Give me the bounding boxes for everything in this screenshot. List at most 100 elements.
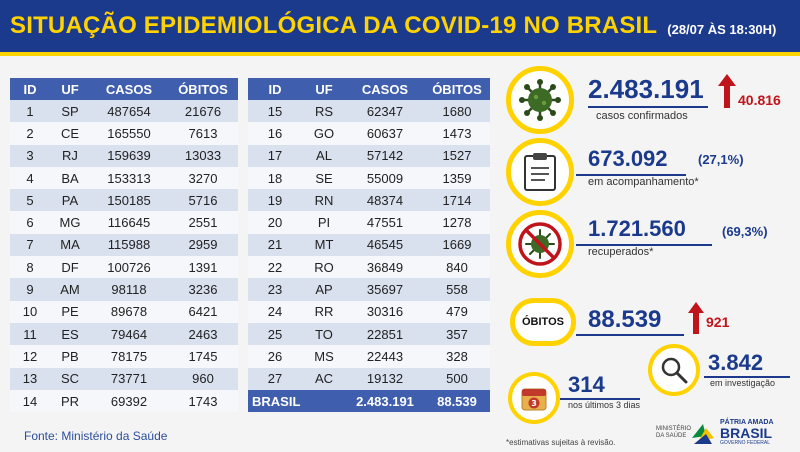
cell-id: 26 [248,345,302,368]
deaths-value: 88.539 [588,306,662,333]
cell-casos: 73771 [90,367,168,390]
cell-casos: 30316 [346,300,424,323]
cell-id: 27 [248,367,302,390]
virus-circle [506,66,574,134]
cell-casos: 19132 [346,367,424,390]
cell-casos: 116645 [90,211,168,234]
cell-casos: 36849 [346,256,424,279]
cell-id: 8 [10,256,50,279]
cell-uf: GO [302,122,346,145]
cell-uf: RO [302,256,346,279]
cell-id: 11 [10,322,50,346]
cell-uf: MS [302,345,346,368]
cell-id: 1 [10,100,50,123]
cell-casos: 79464 [90,322,168,346]
cell-obitos: 500 [424,367,490,390]
monitoring-pct: (27,1%) [698,152,744,167]
cell-uf: AC [302,367,346,390]
cell-id: 16 [248,122,302,145]
calendar-circle: 3 [508,372,560,424]
cell-obitos: 5716 [168,189,238,212]
table-row: 7 MA 115988 2959 [10,233,238,257]
increase-arrow-icon [718,74,736,108]
col-obitos: ÓBITOS [424,78,490,100]
cell-id: 15 [248,100,302,123]
recovered-label: recuperados* [588,246,654,258]
cell-casos: 150185 [90,189,168,212]
cell-casos: 487654 [90,100,168,123]
cell-id: 20 [248,211,302,234]
cell-obitos: 21676 [168,100,238,123]
cell-casos: 89678 [90,300,168,323]
deaths-underline [576,334,684,336]
table-row: 19 RN 48374 1714 [248,189,490,212]
cell-uf: SC [50,367,90,390]
cell-obitos: 1278 [424,211,490,234]
confirmed-increase: 40.816 [738,92,781,108]
cell-uf: SP [50,100,90,123]
cell-id: 14 [10,389,50,413]
last3days-label: nos últimos 3 dias [568,400,641,410]
table-row: 5 PA 150185 5716 [10,189,238,212]
cell-uf: RR [302,300,346,323]
col-uf: UF [302,78,346,100]
cell-casos: 62347 [346,100,424,123]
cell-obitos: 13033 [168,144,238,167]
cell-uf: PR [50,389,90,413]
total-row: BRASIL 2.483.191 88.539 [248,389,490,413]
cell-id: 17 [248,144,302,167]
header-banner: SITUAÇÃO EPIDEMIOLÓGICA DA COVID-19 NO B… [0,0,800,52]
cell-obitos: 1743 [168,389,238,413]
cell-casos: 115988 [90,233,168,257]
cell-uf: TO [302,322,346,346]
cell-obitos: 558 [424,278,490,301]
table-row: 18 SE 55009 1359 [248,166,490,190]
cell-id: 12 [10,345,50,368]
source-note: Fonte: Ministério da Saúde [24,429,168,443]
cell-casos: 100726 [90,256,168,279]
cell-obitos: 1473 [424,122,490,145]
cell-casos: 35697 [346,278,424,301]
brazil-flag-icon [692,424,714,444]
table-row: 9 AM 98118 3236 [10,278,238,301]
table-row: 26 MS 22443 328 [248,345,490,368]
cell-casos: 69392 [90,389,168,413]
table-row: 17 AL 57142 1527 [248,144,490,167]
cell-uf: RS [302,100,346,123]
table-row: 24 RR 30316 479 [248,300,490,323]
recovered-underline [576,244,712,246]
cell-casos: 78175 [90,345,168,368]
total-deaths: 88.539 [424,389,490,413]
table-row: 8 DF 100726 1391 [10,256,238,279]
cell-obitos: 2959 [168,233,238,257]
cell-uf: MG [50,211,90,234]
confirmed-value: 2.483.191 [588,74,704,104]
cell-casos: 57142 [346,144,424,167]
cell-obitos: 960 [168,367,238,390]
cell-id: 24 [248,300,302,323]
table-row: 13 SC 73771 960 [10,367,238,390]
cell-uf: RN [302,189,346,212]
cell-id: 3 [10,144,50,167]
cell-casos: 46545 [346,233,424,257]
header-stripe [0,52,800,56]
col-id: ID [248,78,302,100]
cell-id: 18 [248,166,302,190]
cell-uf: ES [50,322,90,346]
cell-id: 9 [10,278,50,301]
cell-id: 7 [10,233,50,257]
cell-casos: 22851 [346,322,424,346]
cell-uf: AM [50,278,90,301]
cell-obitos: 2463 [168,322,238,346]
table-row: 1 SP 487654 21676 [10,100,238,123]
cell-id: 25 [248,322,302,346]
cell-obitos: 1527 [424,144,490,167]
investigation-circle [648,344,700,396]
cell-casos: 55009 [346,166,424,190]
table-row: 2 CE 165550 7613 [10,122,238,145]
cell-obitos: 1669 [424,233,490,257]
deaths-increase: 921 [706,314,730,330]
total-label: BRASIL [248,389,346,413]
table-row: 27 AC 19132 500 [248,367,490,390]
cell-uf: AL [302,144,346,167]
